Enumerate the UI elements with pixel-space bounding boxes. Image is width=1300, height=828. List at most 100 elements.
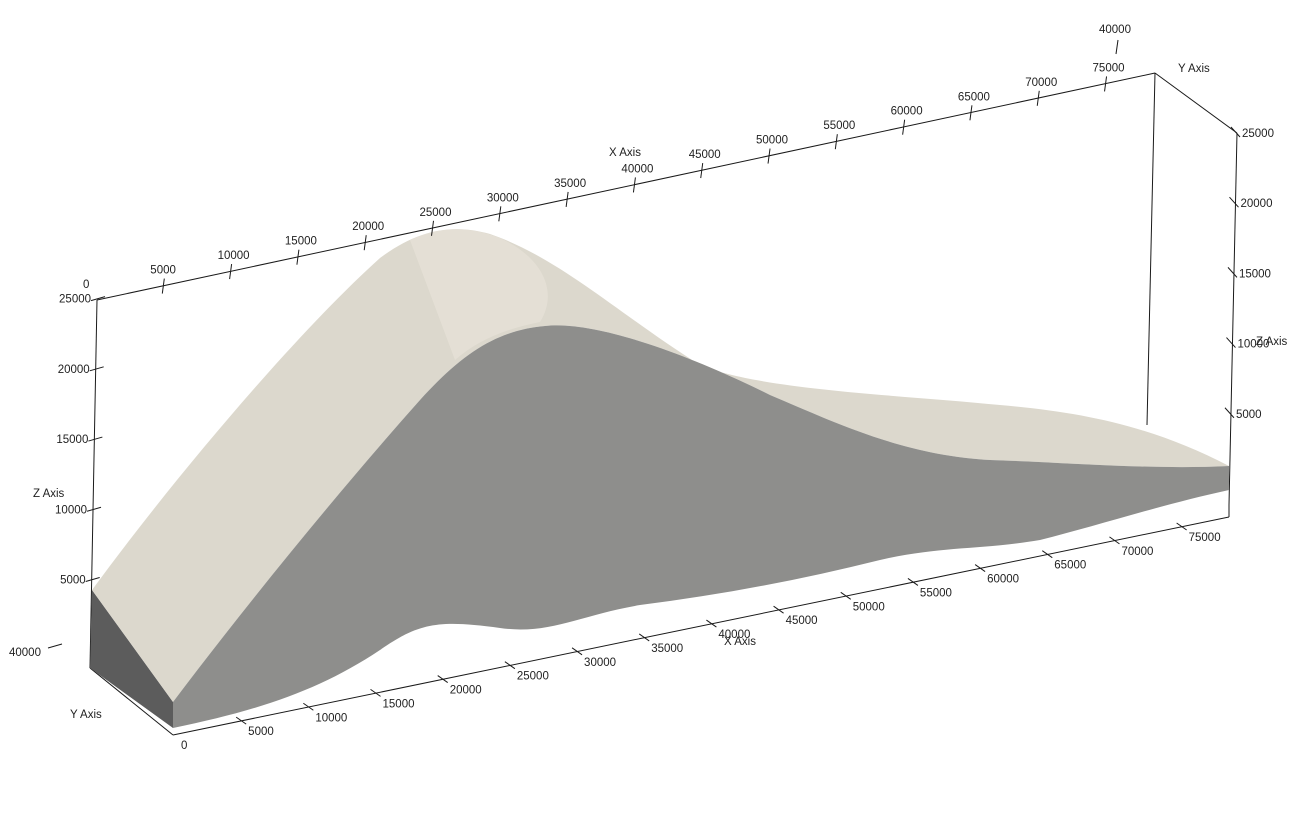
bottom-x-tick-label: 75000 bbox=[1189, 532, 1221, 544]
top-x-tick-label: 40000 bbox=[621, 163, 653, 175]
top-x-tick bbox=[229, 264, 233, 280]
top-x-tick bbox=[902, 119, 906, 135]
top-x-tick-label: 65000 bbox=[958, 91, 990, 103]
bottom-x-tick-label: 30000 bbox=[584, 657, 616, 669]
top-x-tick bbox=[1104, 76, 1108, 92]
bottom-x-tick-label: 45000 bbox=[786, 615, 818, 627]
right-z-tick bbox=[1230, 126, 1241, 138]
top-x-tick-label: 55000 bbox=[823, 120, 855, 132]
front-bounding-box bbox=[172, 505, 1230, 736]
top-x-tick bbox=[1036, 90, 1040, 106]
bottom-x-tick-label: 50000 bbox=[853, 601, 885, 613]
top-x-tick-label: 45000 bbox=[689, 149, 721, 161]
top-x-tick bbox=[296, 249, 300, 265]
top-x-axis-title: X Axis bbox=[609, 147, 641, 159]
right-z-tick-label: 5000 bbox=[1236, 409, 1262, 421]
bottom-x-tick-label: 15000 bbox=[383, 698, 415, 710]
left-z-axis: 5000 10000 15000 20000 25000 bbox=[55, 294, 106, 587]
bottom-x-tick bbox=[840, 591, 852, 600]
bottom-x-tick bbox=[1176, 522, 1187, 531]
top-x-tick-label: 15000 bbox=[285, 236, 317, 248]
left-z-tick bbox=[89, 366, 104, 372]
top-x-tick bbox=[363, 235, 367, 251]
right-z-tick-label: 10000 bbox=[1237, 339, 1269, 351]
bottom-x-tick bbox=[437, 675, 448, 683]
top-x-tick-label: 70000 bbox=[1025, 77, 1057, 89]
bottom-x-tick bbox=[504, 661, 516, 670]
left-z-axis-title: Z Axis bbox=[33, 488, 65, 500]
bottom-x-axis: 0 5000 10000 15000 20000 25000 30000 35000 40000… bbox=[181, 522, 1221, 752]
top-x-tick bbox=[700, 162, 704, 179]
left-z-tick-label: 15000 bbox=[56, 434, 88, 446]
top-x-tick bbox=[834, 134, 838, 150]
bottom-x-tick-label: 25000 bbox=[517, 671, 549, 683]
terrain-top-surface bbox=[92, 229, 1229, 702]
top-x-tick-label: 0 bbox=[83, 279, 89, 291]
bottom-x-tick bbox=[773, 605, 784, 614]
top-x-tick-label: 35000 bbox=[554, 178, 586, 190]
top-x-tick bbox=[161, 278, 165, 294]
bottom-x-tick-label: 35000 bbox=[651, 643, 683, 655]
right-z-tick bbox=[1229, 196, 1239, 208]
left-z-tick-label: 5000 bbox=[60, 575, 86, 587]
bottom-x-tick-label: 55000 bbox=[920, 587, 952, 599]
left-z-tick-label: 10000 bbox=[55, 504, 87, 516]
top-x-tick bbox=[498, 206, 502, 222]
right-z-tick-label: 15000 bbox=[1239, 268, 1271, 280]
bottom-x-tick-label: 60000 bbox=[987, 574, 1019, 586]
top-x-tick-label: 75000 bbox=[1093, 62, 1125, 74]
right-z-axis: 5000 10000 15000 20000 25000 bbox=[1224, 126, 1274, 421]
bottom-x-tick bbox=[638, 633, 650, 642]
right-z-tick-label: 20000 bbox=[1240, 198, 1272, 210]
left-z-tick bbox=[90, 296, 106, 302]
top-x-tick bbox=[632, 177, 636, 193]
bottom-x-tick bbox=[303, 702, 314, 711]
top-y-tick bbox=[1115, 39, 1119, 55]
bottom-x-tick bbox=[706, 619, 717, 628]
right-z-tick-label: 25000 bbox=[1242, 128, 1274, 140]
terrain-end-face bbox=[90, 590, 173, 728]
left-y-axis-title: Y Axis bbox=[70, 709, 102, 721]
right-z-axis-title: Z Axis bbox=[1256, 336, 1288, 348]
bottom-x-tick-label: 0 bbox=[181, 740, 187, 752]
top-x-tick bbox=[565, 191, 569, 207]
top-x-tick-label: 60000 bbox=[891, 106, 923, 118]
top-y-tick-label: 40000 bbox=[1099, 24, 1131, 36]
top-x-tick-label: 50000 bbox=[756, 135, 788, 147]
top-x-tick bbox=[431, 220, 435, 236]
bottom-x-axis-title: X Axis bbox=[724, 636, 756, 648]
right-z-tick bbox=[1226, 337, 1236, 348]
left-z-tick bbox=[86, 506, 102, 512]
bottom-x-tick bbox=[974, 564, 986, 572]
bottom-x-tick-label: 40000 bbox=[718, 629, 750, 641]
right-z-tick bbox=[1224, 407, 1235, 419]
bottom-x-tick-label: 10000 bbox=[315, 712, 347, 724]
bottom-x-tick-label: 70000 bbox=[1121, 546, 1153, 558]
top-x-tick bbox=[969, 105, 973, 121]
top-x-axis: 0 5000 10000 15000 20000 25000 30000 35000 40000… bbox=[83, 62, 1125, 294]
bottom-x-tick-label: 5000 bbox=[248, 726, 274, 738]
top-x-tick-label: 5000 bbox=[150, 265, 176, 277]
top-x-tick-label: 25000 bbox=[420, 207, 452, 219]
bottom-x-tick bbox=[235, 716, 247, 725]
top-x-tick-label: 10000 bbox=[218, 250, 250, 262]
bottom-x-tick-label: 20000 bbox=[450, 685, 482, 697]
bottom-x-tick bbox=[1041, 550, 1053, 559]
top-y-axis-title: Y Axis bbox=[1178, 63, 1210, 75]
top-x-tick bbox=[767, 148, 771, 164]
left-z-tick-label: 25000 bbox=[59, 294, 91, 306]
left-z-tick-label: 20000 bbox=[58, 364, 90, 376]
bottom-x-tick-label: 65000 bbox=[1054, 560, 1086, 572]
bottom-x-tick bbox=[907, 578, 919, 586]
left-y-tick bbox=[47, 643, 63, 649]
left-z-tick bbox=[85, 577, 100, 582]
bottom-x-tick bbox=[370, 688, 381, 697]
back-bounding-box bbox=[89, 72, 1238, 736]
bottom-x-tick bbox=[1109, 536, 1120, 545]
top-x-tick-label: 20000 bbox=[352, 221, 384, 233]
bottom-x-tick bbox=[571, 647, 583, 656]
top-x-tick-label: 30000 bbox=[487, 192, 519, 204]
terrain-front-face bbox=[173, 325, 1229, 728]
left-y-tick-label: 40000 bbox=[9, 647, 41, 659]
